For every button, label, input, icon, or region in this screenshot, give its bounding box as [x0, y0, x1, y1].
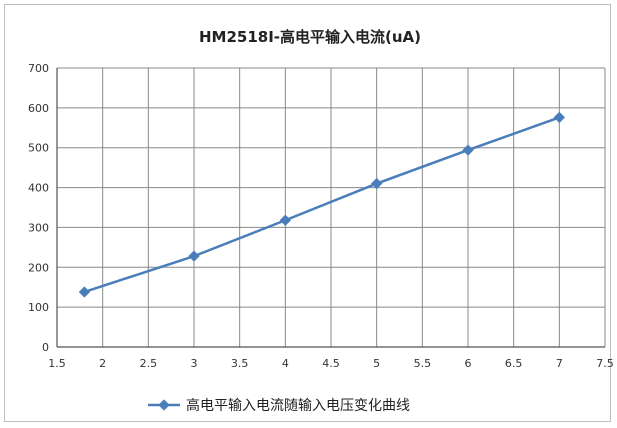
chart-title: HM2518I-高电平输入电流(uA) [199, 28, 421, 46]
series-line [84, 116, 560, 294]
y-tick-label: 400 [28, 182, 49, 195]
x-tick-label: 5.5 [414, 357, 432, 370]
data-point [371, 177, 383, 190]
x-tick-label: 4 [282, 357, 289, 370]
x-tick-label: 1.5 [48, 357, 66, 370]
y-tick-label: 200 [28, 261, 49, 274]
data-point [462, 144, 474, 156]
y-tick-label: 300 [28, 221, 49, 234]
data-point [188, 250, 200, 262]
x-tick-label: 4.5 [322, 357, 340, 370]
x-tick-label: 6 [465, 357, 472, 370]
legend: 高电平输入电流随输入电压变化曲线 [148, 397, 410, 414]
legend-marker [158, 399, 170, 411]
chart-frame [4, 4, 611, 422]
grid-lines [57, 67, 606, 347]
data-point [279, 214, 291, 226]
legend-label: 高电平输入电流随输入电压变化曲线 [186, 397, 410, 414]
x-tick-label: 5 [373, 357, 380, 370]
y-tick-label: 700 [28, 62, 49, 75]
y-tick-label: 600 [28, 102, 49, 115]
x-tick-label: 3 [191, 357, 198, 370]
series-layer [78, 111, 565, 298]
axes [56, 68, 605, 348]
x-tick-label: 7.5 [596, 357, 614, 370]
x-tick-label: 2.5 [140, 357, 158, 370]
tick-labels: 0 100 200 300 400 500 600 700 1.5 2 2.5 3 3.5 4 4.5 5 5.… [28, 62, 614, 370]
x-tick-label: 3.5 [231, 357, 249, 370]
y-tick-label: 100 [28, 301, 49, 314]
x-tick-label: 6.5 [505, 357, 523, 370]
data-point [78, 286, 91, 298]
x-tick-label: 2 [99, 357, 106, 370]
x-tick-label: 7 [556, 357, 563, 370]
y-tick-label: 500 [28, 142, 49, 155]
data-point [553, 111, 565, 124]
y-tick-label: 0 [42, 341, 49, 354]
